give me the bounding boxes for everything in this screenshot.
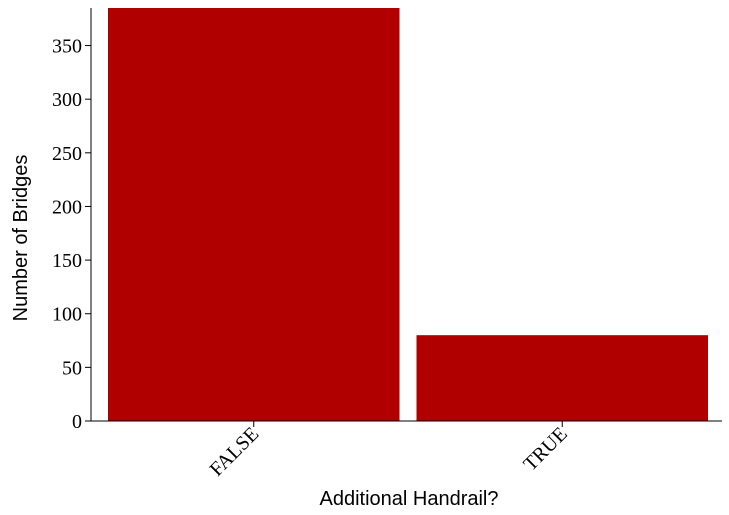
y-tick-label: 50 xyxy=(62,357,82,379)
y-axis: 0 50 100 150 200 250 300 350 xyxy=(52,8,92,433)
y-tick-label: 300 xyxy=(52,89,82,111)
bar-true xyxy=(416,335,708,421)
x-axis-title: Additional Handrail? xyxy=(319,488,498,510)
x-axis: FALSE TRUE xyxy=(91,420,722,481)
y-tick-label: 150 xyxy=(52,250,82,272)
bars-group xyxy=(108,8,708,421)
bar-false xyxy=(108,8,400,421)
y-tick-label: 250 xyxy=(52,143,82,165)
y-tick-label: 0 xyxy=(72,411,82,433)
y-axis-title: Number of Bridges xyxy=(10,155,32,322)
y-tick-label: 350 xyxy=(52,36,82,58)
x-tick-label-false: FALSE xyxy=(206,423,264,481)
y-tick-label: 200 xyxy=(52,196,82,218)
x-tick-label-true: TRUE xyxy=(519,423,571,475)
y-tick-label: 100 xyxy=(52,304,82,326)
